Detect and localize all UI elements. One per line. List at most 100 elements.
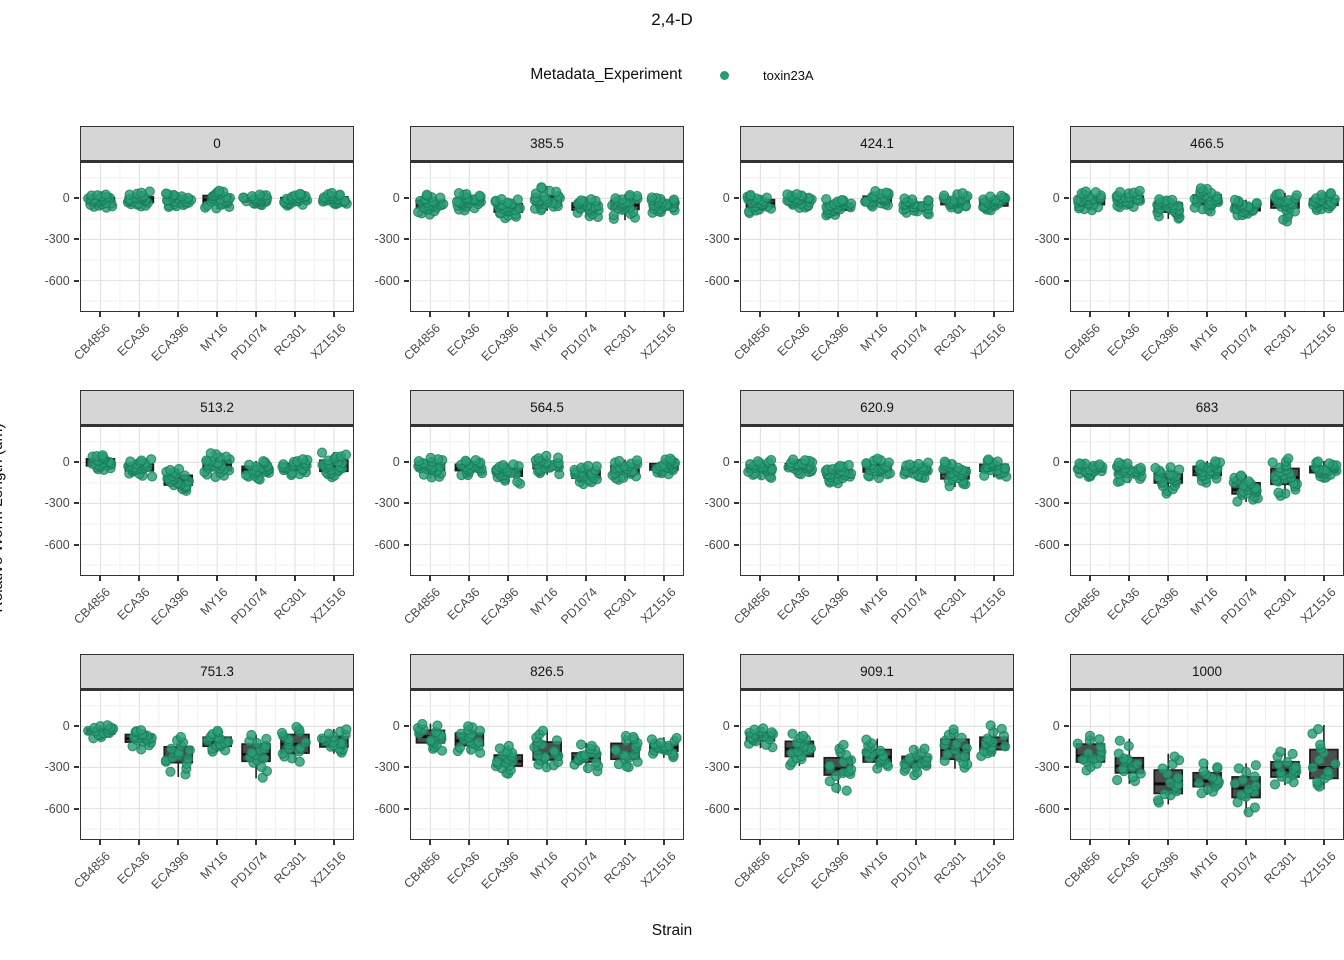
x-tick-label: ECA396	[808, 585, 852, 628]
y-tick-mark	[73, 238, 79, 241]
x-tick-mark	[1088, 840, 1091, 845]
x-tick-label: ECA396	[1138, 585, 1182, 628]
facet-plot	[79, 426, 354, 576]
x-tick-label: MY16	[197, 585, 231, 618]
x-tick-label: XZ1516	[1297, 585, 1339, 626]
facet-strip-label: 0	[80, 126, 354, 162]
x-tick-label: MY16	[1187, 849, 1221, 882]
x-tick-label: ECA396	[1138, 321, 1182, 364]
x-tick-mark	[1245, 576, 1248, 581]
x-tick-label: ECA396	[148, 849, 192, 892]
y-tick-mark	[1063, 197, 1069, 200]
x-tick-label: ECA396	[1138, 849, 1182, 892]
x-tick-label: RC301	[1261, 321, 1300, 359]
x-tick-mark	[506, 312, 509, 317]
x-tick-mark	[137, 312, 140, 317]
facet-grid: 0 0 -300 -600 CB4856 ECA36 ECA396 MY16 PD1074 RC3…	[24, 126, 1344, 918]
facet-plot	[409, 426, 684, 576]
facet-cell: 909.1 0 -300 -600 CB4856 ECA36 ECA396 MY16 PD107…	[684, 654, 1014, 912]
y-tick-mark	[403, 502, 409, 505]
facet-cell: 751.3 0 -300 -600 CB4856 ECA36 ECA396 MY16 PD107…	[24, 654, 354, 912]
x-tick-mark	[428, 576, 431, 581]
y-tick-label: 0	[62, 719, 70, 734]
x-tick-mark	[663, 312, 666, 317]
y-axis-ticks: 0 -300 -600	[354, 426, 410, 576]
facet-plot	[739, 162, 1014, 312]
x-tick-mark	[216, 312, 218, 317]
facet-cell: 683 0 -300 -600 CB4856 ECA36 ECA396 MY16 PD1074 R…	[1014, 390, 1344, 648]
x-tick-mark	[758, 312, 761, 317]
x-tick-mark	[255, 840, 258, 845]
x-tick-mark	[1245, 312, 1248, 317]
y-tick-mark	[733, 502, 739, 505]
x-axis-ticks: CB4856 ECA36 ECA396 MY16 PD1074 RC301 XZ1516	[402, 312, 684, 384]
x-tick-label: CB4856	[731, 585, 774, 627]
y-tick-label: -600	[1034, 801, 1060, 816]
x-tick-mark	[758, 840, 761, 845]
y-tick-mark	[403, 807, 409, 810]
x-tick-label: ECA36	[444, 585, 483, 623]
facet-plot	[1069, 690, 1344, 840]
y-tick-mark	[73, 543, 79, 546]
x-tick-mark	[1166, 576, 1169, 581]
jitter-points	[742, 186, 1010, 221]
facet-cell: 826.5 0 -300 -600 CB4856 ECA36 ECA396 MY16 PD107…	[354, 654, 684, 912]
x-tick-label: PD1074	[888, 321, 931, 363]
x-tick-label: RC301	[271, 321, 310, 359]
x-tick-label: PD1074	[558, 585, 601, 627]
x-tick-label: CB4856	[1061, 849, 1104, 891]
facet-cell: 424.1 0 -300 -600 CB4856 ECA36 ECA396 MY16 PD107…	[684, 126, 1014, 384]
facet-strip-label: 683	[1070, 390, 1344, 426]
x-tick-mark	[915, 576, 918, 581]
x-axis-ticks: CB4856 ECA36 ECA396 MY16 PD1074 RC301 XZ1516	[1062, 312, 1344, 384]
facet-strip-label: 620.9	[740, 390, 1014, 426]
x-tick-label: MY16	[527, 585, 561, 618]
x-tick-mark	[954, 576, 957, 581]
y-axis-ticks: 0 -300 -600	[354, 162, 410, 312]
x-tick-mark	[98, 576, 101, 581]
x-tick-label: ECA36	[444, 321, 483, 359]
y-axis-ticks: 0 -300 -600	[24, 426, 80, 576]
x-axis-ticks: CB4856 ECA36 ECA396 MY16 PD1074 RC301 XZ1516	[732, 312, 1014, 384]
x-tick-label: RC301	[1261, 585, 1300, 623]
x-tick-mark	[98, 312, 101, 317]
jitter-points	[82, 720, 352, 783]
legend-title: Metadata_Experiment	[530, 66, 683, 83]
y-tick-mark	[1063, 502, 1069, 505]
y-tick-mark	[1063, 279, 1069, 282]
x-tick-mark	[954, 312, 957, 317]
x-tick-mark	[467, 312, 470, 317]
x-axis-ticks: CB4856 ECA36 ECA396 MY16 PD1074 RC301 XZ1516	[72, 840, 354, 912]
y-axis-ticks: 0 -300 -600	[684, 426, 740, 576]
x-tick-label: XZ1516	[967, 321, 1009, 362]
y-tick-label: -300	[44, 760, 70, 775]
x-tick-mark	[467, 576, 470, 581]
y-tick-label: 0	[1052, 191, 1060, 206]
y-tick-label: 0	[62, 455, 70, 470]
x-tick-mark	[255, 312, 258, 317]
x-tick-mark	[1284, 312, 1287, 317]
x-tick-mark	[993, 840, 996, 845]
x-tick-mark	[216, 840, 218, 845]
y-tick-label: -300	[374, 232, 400, 247]
y-tick-label: 0	[722, 455, 730, 470]
facet-plot	[79, 162, 354, 312]
y-tick-mark	[1063, 725, 1069, 728]
x-tick-label: ECA396	[808, 849, 852, 892]
x-tick-label: XZ1516	[307, 585, 349, 626]
x-tick-label: RC301	[601, 585, 640, 623]
x-tick-mark	[255, 576, 258, 581]
y-tick-mark	[733, 807, 739, 810]
x-tick-label: XZ1516	[307, 321, 349, 362]
facet-strip-label: 385.5	[410, 126, 684, 162]
legend-point-icon	[720, 70, 730, 80]
y-axis-ticks: 0 -300 -600	[354, 690, 410, 840]
x-axis-ticks: CB4856 ECA36 ECA396 MY16 PD1074 RC301 XZ1516	[732, 576, 1014, 648]
x-tick-label: CB4856	[401, 585, 444, 627]
x-tick-mark	[797, 312, 800, 317]
x-tick-mark	[915, 840, 918, 845]
x-tick-mark	[294, 576, 297, 581]
x-tick-label: PD1074	[1218, 849, 1261, 891]
x-tick-mark	[876, 576, 878, 581]
x-tick-mark	[176, 576, 179, 581]
